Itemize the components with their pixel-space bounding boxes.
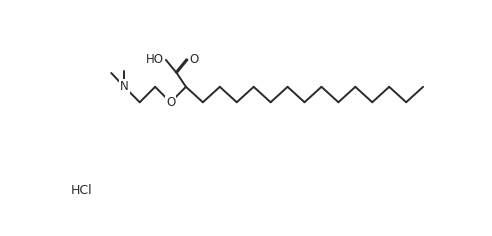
Text: O: O — [189, 53, 198, 66]
Text: O: O — [166, 96, 175, 109]
Text: HO: HO — [147, 53, 164, 66]
Text: N: N — [120, 80, 129, 93]
Text: HCl: HCl — [70, 184, 92, 197]
